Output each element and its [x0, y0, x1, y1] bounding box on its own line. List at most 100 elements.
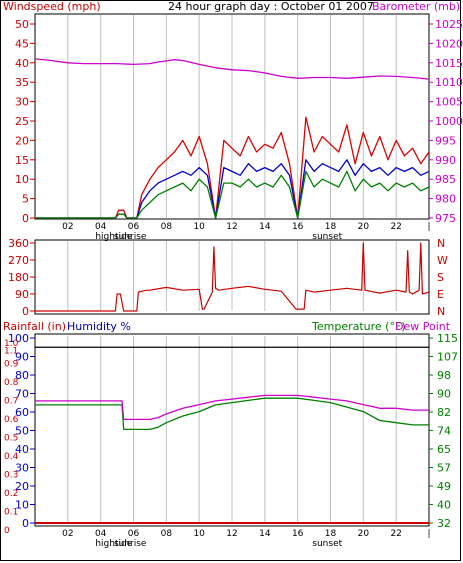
barometer-tick-label: 1000 [435, 115, 463, 128]
humidity-tick-label: 30 [15, 462, 29, 475]
rainfall-tick-label: 0.4 [4, 452, 19, 462]
temperature-line [35, 397, 429, 431]
barometer-tick-label: 995 [435, 134, 456, 147]
hour-tick-label: 12 [226, 529, 237, 539]
compass-letter: W [437, 254, 448, 267]
windspeed-tick-label: 40 [15, 57, 29, 70]
sunrise-marker: sunrise [114, 232, 147, 242]
humidity-tick-label: 20 [15, 480, 29, 493]
sunset-marker: sunset [312, 232, 342, 242]
compass-letter: E [437, 288, 444, 301]
barometer-line [34, 58, 430, 80]
hour-tick-label: | [427, 529, 430, 539]
temperature-tick-label: 115 [437, 332, 458, 345]
temperature-tick-label: 82 [437, 406, 451, 419]
wind-gust-line [35, 116, 430, 219]
rainfall-tick-label: 0.3 [4, 471, 18, 481]
rainfall-tick-label: 0.6 [4, 415, 19, 425]
hour-tick-label: 02 [62, 222, 73, 232]
rainfall-tick-label: 0.1 [4, 508, 18, 518]
windspeed-axis-label: Windspeed (mph) [3, 0, 101, 13]
windspeed-tick-label: 0 [22, 212, 29, 225]
hour-tick-label: 14 [259, 222, 271, 232]
rainfall-tick-label: 1.1 [4, 347, 18, 357]
hour-tick-label: 06 [128, 529, 140, 539]
graph-title: 24 hour graph day : October 01 2007 [168, 0, 374, 13]
direction-tick-label: 360 [8, 237, 29, 250]
barometer-axis-label: Barometer (mb) [372, 0, 460, 13]
humidity-tick-label: 50 [15, 425, 29, 438]
humidity-axis-label: Humidity % [67, 320, 131, 333]
direction-tick-label: 180 [8, 271, 29, 284]
temperature-tick-label: 90 [437, 388, 451, 401]
rainfall-tick-label: 0.7 [4, 397, 18, 407]
hour-tick-label: | [427, 222, 430, 232]
dewpoint-axis-label: Dew Point [395, 320, 451, 333]
hour-tick-label: 16 [292, 529, 304, 539]
rainfall-axis-label: Rainfall (in) [3, 320, 66, 333]
humidity-tick-label: 40 [15, 443, 29, 456]
hour-tick-label: 22 [390, 222, 401, 232]
windspeed-tick-label: 5 [22, 193, 29, 206]
hour-tick-label: 02 [62, 529, 73, 539]
windspeed-tick-label: 35 [15, 76, 29, 89]
hightide-marker: hightide [95, 539, 132, 549]
windspeed-tick-label: 15 [15, 154, 29, 167]
humidity-tick-label: 90 [15, 351, 29, 364]
hour-tick-label: 12 [226, 222, 237, 232]
hour-tick-label: 08 [161, 222, 173, 232]
wind-average-line [35, 159, 430, 219]
rainfall-tick-label: 0.9 [4, 360, 19, 370]
direction-tick-label: 90 [15, 288, 29, 301]
sunset-marker: sunset [312, 539, 342, 549]
temperature-tick-label: 49 [437, 480, 451, 493]
barometer-tick-label: 1015 [435, 57, 463, 70]
temperature-axis-label: Temperature (°F) [311, 320, 406, 333]
humidity-tick-label: 10 [15, 499, 29, 512]
hour-tick-label: 18 [325, 529, 337, 539]
rainfall-tick-label: 0 [4, 526, 10, 536]
barometer-tick-label: 975 [435, 212, 456, 225]
hour-tick-label: 20 [358, 222, 370, 232]
barometer-tick-label: 980 [435, 193, 456, 206]
temperature-tick-label: 32 [437, 517, 451, 530]
temperature-tick-label: 74 [437, 425, 451, 438]
temperature-tick-label: 65 [437, 443, 451, 456]
barometer-tick-label: 1005 [435, 96, 463, 109]
sunrise-marker: sunrise [114, 539, 147, 549]
barometer-tick-label: 1010 [435, 76, 463, 89]
barometer-tick-label: 985 [435, 173, 456, 186]
direction-tick-label: 270 [8, 254, 29, 267]
windspeed-tick-label: 50 [15, 18, 29, 31]
temperature-tick-label: 40 [437, 499, 451, 512]
barometer-tick-label: 990 [435, 154, 456, 167]
hour-tick-label: 20 [358, 529, 370, 539]
rainfall-tick-label: 0.8 [4, 378, 19, 388]
windspeed-tick-label: 10 [15, 173, 29, 186]
hour-tick-label: 14 [259, 529, 271, 539]
hour-tick-label: 10 [193, 529, 205, 539]
hour-tick-label: 18 [325, 222, 337, 232]
direction-tick-label: 0 [22, 305, 29, 318]
compass-letter: N [437, 305, 445, 318]
humidity-tick-label: 70 [15, 388, 29, 401]
windspeed-tick-label: 45 [15, 37, 29, 50]
hour-tick-label: 04 [95, 529, 107, 539]
rainfall-tick-label: 1.0 [4, 339, 19, 349]
humidity-tick-label: 0 [22, 517, 29, 530]
humidity-tick-label: 60 [15, 406, 29, 419]
wind-low-line [35, 170, 430, 219]
hour-tick-label: 16 [292, 222, 304, 232]
temperature-tick-label: 107 [437, 351, 458, 364]
temperature-tick-label: 57 [437, 462, 451, 475]
humidity-tick-label: 80 [15, 369, 29, 382]
windspeed-tick-label: 20 [15, 134, 29, 147]
hour-tick-label: 10 [193, 222, 205, 232]
compass-letter: S [437, 271, 444, 284]
rainfall-tick-label: 0.5 [4, 434, 18, 444]
hour-tick-label: 06 [128, 222, 140, 232]
wind-panel [34, 13, 430, 220]
hightide-marker: hightide [95, 232, 132, 242]
